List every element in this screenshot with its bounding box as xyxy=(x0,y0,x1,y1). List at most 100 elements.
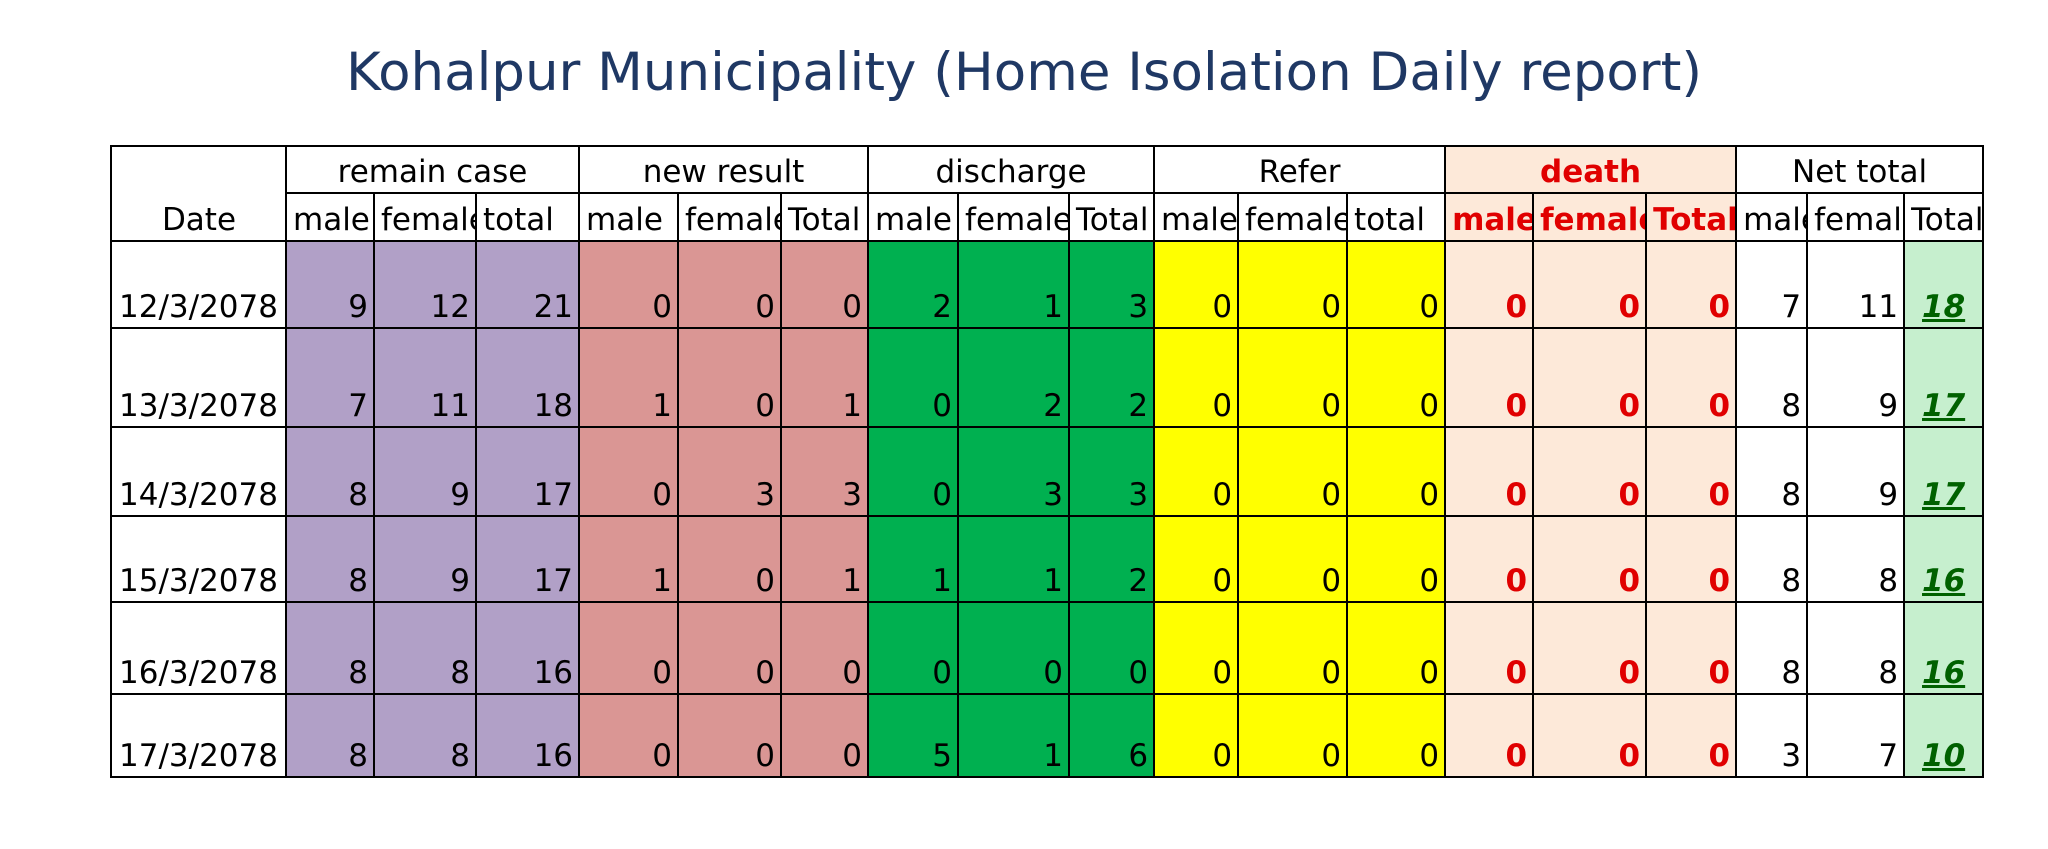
death-male-cell: 0 xyxy=(1444,693,1535,778)
death-female-cell: 0 xyxy=(1532,426,1648,517)
discharge-female-cell: 3 xyxy=(957,426,1071,517)
refer-total-cell: 0 xyxy=(1346,327,1447,428)
discharge-total-cell: 3 xyxy=(1068,240,1156,329)
new-male-cell: 0 xyxy=(578,240,680,329)
death-total-cell: 0 xyxy=(1645,515,1738,603)
refer-male-cell: 0 xyxy=(1153,515,1240,603)
net-female-cell: 9 xyxy=(1806,327,1906,428)
refer-total-cell: 0 xyxy=(1346,240,1447,329)
sub-header: female xyxy=(373,192,477,242)
remain-total-cell: 16 xyxy=(474,693,581,778)
remain-male-cell: 8 xyxy=(285,515,375,603)
new-total-cell: 0 xyxy=(780,601,870,695)
new-male-cell: 1 xyxy=(578,327,680,428)
refer-female-cell: 0 xyxy=(1237,240,1349,329)
discharge-total-cell: 2 xyxy=(1068,515,1156,603)
net-female-cell: 8 xyxy=(1806,601,1906,695)
new-total-cell: 3 xyxy=(780,426,870,517)
table-row: 14/3/2078 8 9 17 0 3 3 0 3 3 0 0 0 0 0 0… xyxy=(110,426,1985,517)
group-header-row: remain case new result discharge Refer d… xyxy=(110,145,1985,194)
new-male-cell: 1 xyxy=(578,515,680,603)
table-row: 17/3/2078 8 8 16 0 0 0 5 1 6 0 0 0 0 0 0… xyxy=(110,693,1985,778)
new-total-cell: 0 xyxy=(780,693,870,778)
table-row: 16/3/2078 8 8 16 0 0 0 0 0 0 0 0 0 0 0 0… xyxy=(110,601,1985,695)
net-total-cell: 16 xyxy=(1903,515,1985,603)
net-female-cell: 7 xyxy=(1806,693,1906,778)
date-cell: 16/3/2078 xyxy=(110,601,287,695)
sub-header-row: Date male female total male female Total… xyxy=(110,192,1985,242)
remain-female-cell: 12 xyxy=(373,240,477,329)
sub-header: total xyxy=(474,192,581,242)
sub-header: Total xyxy=(1645,192,1738,242)
net-female-cell: 8 xyxy=(1806,515,1906,603)
date-cell: 17/3/2078 xyxy=(110,693,287,778)
refer-male-cell: 0 xyxy=(1153,327,1240,428)
discharge-total-cell: 0 xyxy=(1068,601,1156,695)
new-female-cell: 0 xyxy=(677,515,783,603)
group-header-new-result: new result xyxy=(578,145,870,194)
refer-male-cell: 0 xyxy=(1153,693,1240,778)
net-female-cell: 11 xyxy=(1806,240,1906,329)
discharge-male-cell: 0 xyxy=(867,327,960,428)
remain-male-cell: 8 xyxy=(285,601,375,695)
sub-header: male xyxy=(867,192,960,242)
new-male-cell: 0 xyxy=(578,601,680,695)
sub-header: female xyxy=(957,192,1071,242)
net-male-cell: 3 xyxy=(1735,693,1809,778)
refer-female-cell: 0 xyxy=(1237,327,1349,428)
refer-male-cell: 0 xyxy=(1153,601,1240,695)
remain-total-cell: 18 xyxy=(474,327,581,428)
sub-header: female xyxy=(1806,192,1906,242)
refer-male-cell: 0 xyxy=(1153,240,1240,329)
death-male-cell: 0 xyxy=(1444,601,1535,695)
death-male-cell: 0 xyxy=(1444,515,1535,603)
death-total-cell: 0 xyxy=(1645,327,1738,428)
date-header-top xyxy=(110,145,287,193)
refer-female-cell: 0 xyxy=(1237,693,1349,778)
remain-total-cell: 21 xyxy=(474,240,581,329)
net-total-cell: 17 xyxy=(1903,426,1985,517)
sub-header: Total xyxy=(1068,192,1156,242)
death-total-cell: 0 xyxy=(1645,426,1738,517)
refer-total-cell: 0 xyxy=(1346,693,1447,778)
death-female-cell: 0 xyxy=(1532,601,1648,695)
new-male-cell: 0 xyxy=(578,426,680,517)
refer-female-cell: 0 xyxy=(1237,601,1349,695)
group-header-net-total: Net total xyxy=(1735,145,1985,194)
death-total-cell: 0 xyxy=(1645,693,1738,778)
table-row: 15/3/2078 8 9 17 1 0 1 1 1 2 0 0 0 0 0 0… xyxy=(110,515,1985,603)
death-female-cell: 0 xyxy=(1532,327,1648,428)
death-total-cell: 0 xyxy=(1645,240,1738,329)
death-total-cell: 0 xyxy=(1645,601,1738,695)
net-male-cell: 8 xyxy=(1735,426,1809,517)
sub-header: female xyxy=(1532,192,1648,242)
death-male-cell: 0 xyxy=(1444,426,1535,517)
remain-male-cell: 8 xyxy=(285,693,375,778)
death-male-cell: 0 xyxy=(1444,240,1535,329)
refer-total-cell: 0 xyxy=(1346,515,1447,603)
remain-male-cell: 9 xyxy=(285,240,375,329)
date-cell: 15/3/2078 xyxy=(110,515,287,603)
sub-header: Total xyxy=(1903,192,1985,242)
new-female-cell: 0 xyxy=(677,601,783,695)
remain-total-cell: 16 xyxy=(474,601,581,695)
discharge-female-cell: 1 xyxy=(957,240,1071,329)
report-table: remain case new result discharge Refer d… xyxy=(110,145,1985,778)
discharge-total-cell: 3 xyxy=(1068,426,1156,517)
discharge-male-cell: 1 xyxy=(867,515,960,603)
discharge-female-cell: 1 xyxy=(957,515,1071,603)
sub-header: male xyxy=(578,192,680,242)
date-cell: 14/3/2078 xyxy=(110,426,287,517)
death-female-cell: 0 xyxy=(1532,515,1648,603)
net-total-cell: 16 xyxy=(1903,601,1985,695)
net-total-cell: 17 xyxy=(1903,327,1985,428)
remain-female-cell: 8 xyxy=(373,693,477,778)
net-total-cell: 10 xyxy=(1903,693,1985,778)
refer-total-cell: 0 xyxy=(1346,601,1447,695)
sub-header: male xyxy=(1735,192,1809,242)
sub-header: female xyxy=(1237,192,1349,242)
discharge-male-cell: 5 xyxy=(867,693,960,778)
new-female-cell: 3 xyxy=(677,426,783,517)
net-total-cell: 18 xyxy=(1903,240,1985,329)
sub-header: male xyxy=(285,192,375,242)
